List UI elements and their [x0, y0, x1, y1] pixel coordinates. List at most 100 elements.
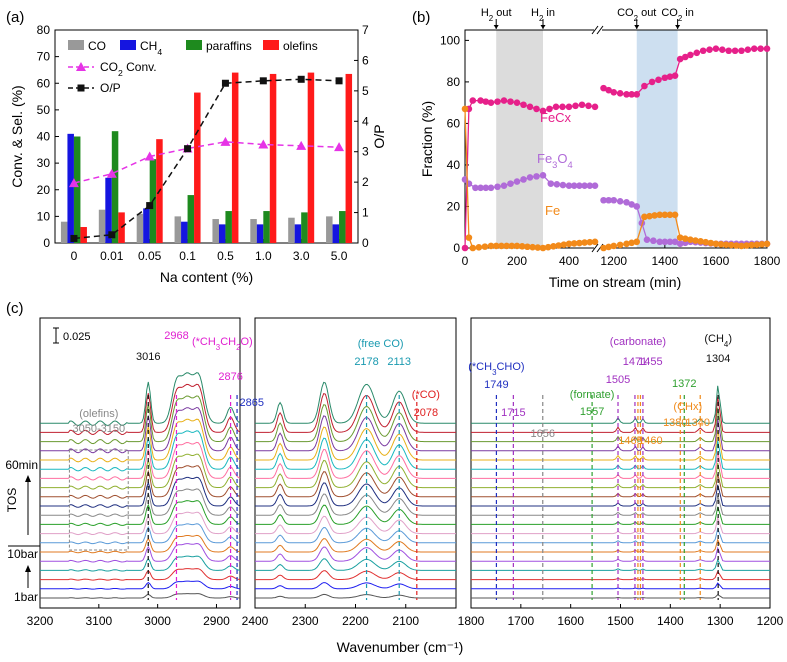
- panel-label: (b): [412, 9, 430, 26]
- point-fe3o4: [576, 182, 583, 190]
- point-fecx: [585, 102, 592, 110]
- event-arrowhead: [675, 25, 681, 29]
- point-fe: [758, 240, 766, 248]
- point-fecx: [671, 72, 679, 79]
- annotation: 2178: [354, 356, 378, 368]
- point-fe: [707, 239, 715, 247]
- y-axis-title: Conv. & Sel. (%): [9, 85, 25, 187]
- bar-paraffins: [111, 131, 119, 243]
- point-fe: [702, 238, 710, 246]
- bar-co: [326, 216, 333, 243]
- annotation: 2865: [240, 397, 264, 409]
- point-fecx: [693, 49, 701, 57]
- spectrum-7: [255, 515, 456, 535]
- point-fe: [727, 241, 735, 249]
- annotation: 2968: [164, 330, 188, 342]
- annotation: 1749: [484, 379, 508, 391]
- point-fe: [465, 234, 473, 241]
- point-fe: [487, 242, 495, 250]
- point-fe: [692, 237, 699, 244]
- point-fe: [671, 211, 679, 219]
- point-fe3o4: [553, 181, 561, 188]
- point-fecx: [676, 55, 684, 63]
- annotation: 1340: [685, 417, 709, 429]
- point-fe: [661, 211, 669, 219]
- point-fe: [712, 240, 720, 248]
- y-tick-label: 80: [447, 75, 461, 89]
- x-tick-label: 1.0: [255, 249, 272, 263]
- point-op: [108, 231, 116, 239]
- point-fe3o4: [520, 176, 527, 183]
- point-fecx: [687, 51, 694, 59]
- point-fe: [676, 234, 684, 241]
- point-fecx: [655, 76, 662, 84]
- legend-label: CO: [88, 39, 106, 53]
- point-fe3o4: [482, 184, 490, 192]
- point-fe3o4: [513, 178, 521, 185]
- point-fe: [565, 240, 573, 248]
- point-co2-conv: [220, 136, 231, 146]
- spectrum-17: [255, 404, 456, 443]
- point-fe: [591, 238, 599, 246]
- x-tick-label: 1500: [607, 614, 634, 628]
- point-fecx: [719, 46, 726, 54]
- point-fecx: [513, 99, 521, 106]
- bar-ch4: [332, 224, 340, 243]
- point-op: [297, 75, 305, 83]
- point-co2-conv: [258, 139, 269, 149]
- spectrum-10: [255, 482, 456, 507]
- spectrum-11: [255, 471, 456, 498]
- label-10bar: 10bar: [7, 547, 38, 561]
- point-fecx: [744, 46, 752, 54]
- event-arrowhead: [540, 25, 546, 29]
- point-fe3o4: [623, 199, 630, 206]
- x-axis-title: Wavenumber (cm⁻¹): [337, 639, 464, 655]
- x-tick-label: 0.01: [100, 249, 124, 263]
- spectrum-19: [40, 372, 241, 427]
- point-fecx: [469, 97, 477, 104]
- point-fecx: [477, 97, 484, 104]
- label-tos: TOS: [5, 488, 19, 512]
- y-tick-label: 20: [447, 199, 461, 213]
- point-fecx: [600, 84, 607, 92]
- x-tick-label: 1300: [707, 614, 734, 628]
- annotation: 1465: [618, 435, 642, 447]
- point-fe: [555, 242, 562, 249]
- spectrum-9: [255, 493, 456, 516]
- axis-break-bottom: [594, 244, 602, 252]
- y-tick-label: 80: [37, 23, 51, 37]
- y-tick-label: 50: [37, 103, 51, 117]
- point-fecx: [500, 97, 508, 104]
- spectrum-9: [471, 495, 770, 516]
- event-arrowhead: [493, 25, 499, 29]
- point-fe3o4: [676, 240, 684, 248]
- point-fe3o4: [671, 238, 679, 246]
- point-fe3o4: [586, 182, 594, 190]
- point-co2-conv: [68, 178, 79, 188]
- spectrum-14: [471, 440, 770, 470]
- y-axis-title: Fraction (%): [419, 101, 435, 177]
- point-fe: [717, 240, 725, 248]
- point-fe: [748, 241, 755, 249]
- bar-co: [98, 209, 106, 243]
- legend-marker: [77, 84, 85, 92]
- y2-tick-label: 4: [362, 114, 369, 128]
- x-tick-label: 2400: [242, 614, 269, 628]
- series-label: Fe: [545, 203, 560, 218]
- point-fe3o4: [581, 182, 588, 190]
- point-fecx: [482, 98, 490, 105]
- annotation: (*CH3CH2O): [192, 336, 253, 352]
- point-fecx: [616, 90, 624, 97]
- spectrum-15: [471, 429, 770, 461]
- spectrum-7: [40, 511, 241, 536]
- bar-ch4: [181, 221, 188, 243]
- point-fecx: [572, 102, 579, 110]
- y2-tick-label: 7: [362, 23, 369, 37]
- scale-bar-label: 0.025: [63, 331, 91, 343]
- y-tick-label: 70: [37, 50, 51, 64]
- x-tick-label: 200: [507, 254, 527, 268]
- annotation: 1715: [501, 407, 525, 419]
- point-fecx: [706, 46, 713, 54]
- point-fe: [481, 243, 489, 250]
